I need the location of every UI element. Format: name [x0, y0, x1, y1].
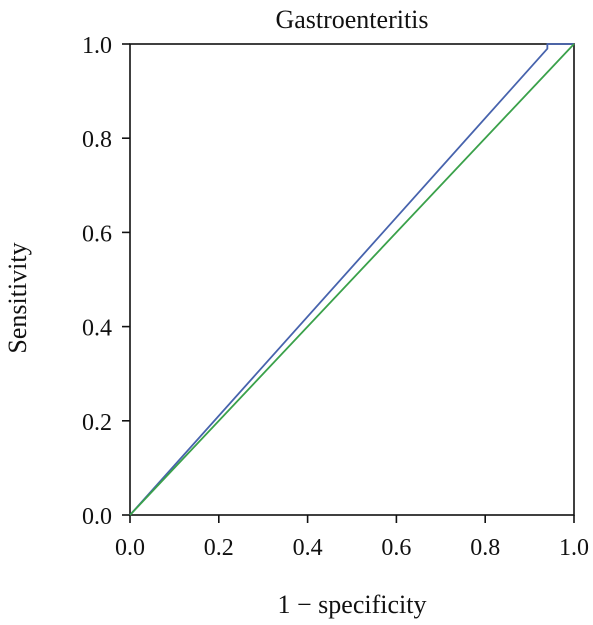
y-tick-label: 1.0: [82, 33, 112, 59]
x-tick-label: 0.6: [381, 535, 411, 561]
x-tick-label: 0.2: [204, 535, 234, 561]
x-tick-label: 0.8: [470, 535, 500, 561]
chart-title: Gastroenteritis: [275, 5, 428, 34]
plot-frame: [129, 43, 575, 516]
y-tick-label: 0.0: [82, 504, 112, 530]
y-tick-label: 0.6: [82, 221, 112, 247]
x-tick-label: 0.0: [115, 535, 145, 561]
y-axis-label: Sensitivity: [3, 242, 32, 353]
y-tick-label: 0.4: [82, 316, 112, 342]
reference-diagonal-line: [129, 43, 575, 516]
y-tick-label: 0.8: [82, 127, 112, 153]
x-tick-label: 1.0: [559, 535, 589, 561]
x-axis-label: 1 − specificity: [278, 590, 427, 619]
y-tick-label: 0.2: [82, 410, 112, 436]
roc-curve-line: [129, 43, 574, 516]
x-tick-label: 0.4: [293, 535, 323, 561]
